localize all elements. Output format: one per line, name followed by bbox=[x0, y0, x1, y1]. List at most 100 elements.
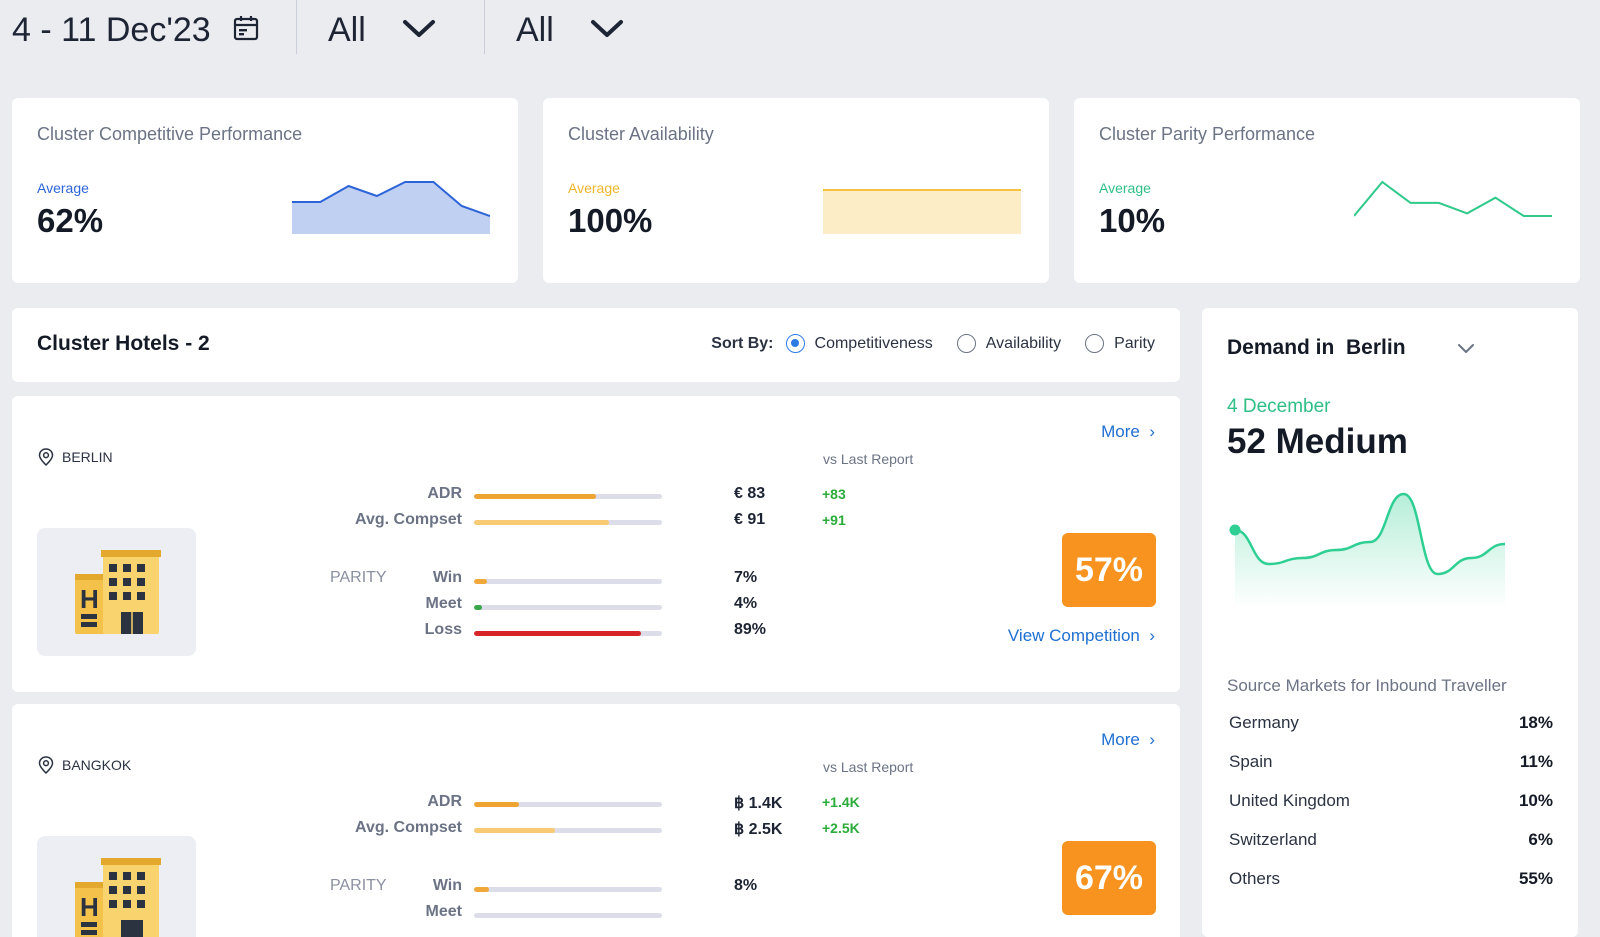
source-market-percent: 11% bbox=[1519, 752, 1553, 771]
demand-level: 52 Medium bbox=[1227, 422, 1408, 461]
sort-option-label: Parity bbox=[1114, 334, 1155, 352]
chevron-down-icon bbox=[590, 17, 624, 44]
loss-value: 89% bbox=[734, 621, 767, 638]
cluster-hotels-title: Cluster Hotels - 2 bbox=[37, 332, 210, 355]
compset-value: ฿ 2.5K bbox=[734, 821, 783, 838]
source-market-name: Spain bbox=[1229, 752, 1273, 771]
source-market-percent: 6% bbox=[1528, 830, 1553, 849]
demand-trend-chart bbox=[1229, 492, 1506, 608]
meet-value: 4% bbox=[734, 595, 758, 612]
hotel-building-icon: H bbox=[75, 550, 161, 634]
compset-bar bbox=[474, 520, 662, 525]
sort-radio-parity[interactable]: Parity bbox=[1085, 334, 1155, 353]
more-link[interactable]: More › bbox=[1101, 422, 1155, 442]
source-market-name: Germany bbox=[1229, 713, 1299, 732]
kpi-average-label: Average bbox=[568, 180, 620, 196]
hotel-image: H bbox=[37, 528, 196, 656]
compset-value: € 91 bbox=[734, 511, 766, 528]
loss-bar bbox=[474, 631, 662, 636]
hotel-card-bangkok: BANGKOK H More › vs Last Report ADR ฿ 1.… bbox=[12, 704, 1180, 937]
compset-bar-fill bbox=[474, 828, 555, 833]
compset-delta: +91 bbox=[822, 512, 846, 528]
hotel-card-berlin: BERLIN H More › vs Last Report ADR € 83 … bbox=[12, 396, 1180, 692]
adr-delta: +83 bbox=[822, 486, 846, 502]
sparkline-area bbox=[292, 182, 490, 234]
view-competition-label: View Competition bbox=[1007, 626, 1140, 645]
demand-date: 4 December bbox=[1227, 396, 1331, 417]
filter-divider bbox=[484, 0, 485, 54]
meet-bar bbox=[474, 913, 662, 918]
source-market-name: United Kingdom bbox=[1229, 791, 1350, 810]
source-market-row: United Kingdom 10% bbox=[1229, 791, 1553, 811]
hotel-location: BERLIN bbox=[38, 448, 113, 466]
sort-radio-competitiveness[interactable]: Competitiveness bbox=[785, 334, 933, 353]
calendar-icon[interactable] bbox=[233, 15, 259, 46]
demand-point-selected[interactable] bbox=[1229, 524, 1241, 536]
sort-radio-availability[interactable]: Availability bbox=[956, 334, 1062, 353]
adr-bar-fill bbox=[474, 494, 597, 499]
kpi-card-parity-performance: Cluster Parity Performance Average 10% bbox=[1074, 98, 1580, 283]
demand-panel: Demand in Berlin 4 December 52 Medium So… bbox=[1202, 308, 1578, 937]
kpi-title: Cluster Competitive Performance bbox=[37, 124, 303, 144]
chevron-right-icon: › bbox=[1149, 422, 1155, 441]
city-dropdown-chevron-icon[interactable] bbox=[1457, 342, 1475, 360]
win-bar-fill bbox=[474, 887, 490, 892]
hotel-location: BANGKOK bbox=[38, 756, 131, 774]
kpi-value: 100% bbox=[568, 202, 653, 239]
radio-unselected-icon[interactable] bbox=[1085, 334, 1105, 353]
kpi-value: 62% bbox=[37, 202, 104, 239]
kpi-sparkline bbox=[823, 189, 1021, 234]
source-markets-title: Source Markets for Inbound Traveller bbox=[1227, 676, 1507, 695]
vs-last-report-label: vs Last Report bbox=[823, 759, 914, 775]
win-value: 7% bbox=[734, 569, 758, 586]
compset-label: Avg. Compset bbox=[355, 511, 462, 528]
date-range-picker[interactable]: 4 - 11 Dec'23 bbox=[12, 0, 259, 60]
sparkline-line bbox=[292, 181, 490, 217]
hotel-location-name: BERLIN bbox=[62, 449, 113, 465]
demand-line bbox=[1234, 492, 1506, 576]
demand-area bbox=[1235, 494, 1505, 608]
parity-label: PARITY bbox=[330, 569, 387, 586]
kpi-card-availability: Cluster Availability Average 100% bbox=[543, 98, 1049, 283]
adr-value: ฿ 1.4K bbox=[734, 795, 783, 812]
meet-bar-fill bbox=[474, 605, 482, 610]
kpi-sparkline bbox=[1354, 180, 1552, 217]
kpi-card-competitive-performance: Cluster Competitive Performance Average … bbox=[12, 98, 518, 283]
radio-selected-icon[interactable] bbox=[785, 334, 805, 353]
more-label: More bbox=[1101, 730, 1140, 749]
loss-bar-fill bbox=[474, 631, 642, 636]
demand-title: Demand in Berlin bbox=[1227, 336, 1406, 359]
compset-bar-fill bbox=[474, 520, 610, 525]
parity-label: PARITY bbox=[330, 877, 387, 894]
more-link[interactable]: More › bbox=[1101, 730, 1155, 750]
adr-value: € 83 bbox=[734, 485, 766, 502]
filter-dropdown-3[interactable]: All bbox=[516, 0, 624, 60]
chevron-down-icon bbox=[402, 17, 436, 44]
compset-bar bbox=[474, 828, 662, 833]
sparkline-line bbox=[1354, 180, 1552, 217]
view-competition-link[interactable]: View Competition › bbox=[1008, 626, 1155, 646]
location-pin-icon bbox=[38, 448, 54, 466]
sort-option-label: Availability bbox=[985, 334, 1062, 352]
compset-label: Avg. Compset bbox=[355, 819, 462, 836]
filter-dropdown-3-value: All bbox=[516, 10, 554, 49]
radio-unselected-icon[interactable] bbox=[956, 334, 976, 353]
chevron-right-icon: › bbox=[1149, 730, 1155, 749]
source-market-percent: 55% bbox=[1518, 869, 1553, 888]
sort-by-group: Sort By: Competitiveness Availability Pa… bbox=[711, 334, 1155, 353]
win-label: Win bbox=[432, 569, 462, 586]
sort-by-label: Sort By: bbox=[711, 334, 774, 352]
source-market-row: Germany 18% bbox=[1229, 713, 1553, 733]
filter-bar: 4 - 11 Dec'23 All All bbox=[0, 0, 1600, 80]
hotel-score-badge: 67% bbox=[1062, 841, 1156, 915]
hotel-location-name: BANGKOK bbox=[62, 757, 132, 773]
source-market-percent: 10% bbox=[1518, 791, 1553, 810]
meet-label: Meet bbox=[425, 903, 462, 920]
filter-dropdown-2[interactable]: All bbox=[328, 0, 436, 60]
chevron-right-icon: › bbox=[1149, 626, 1155, 645]
vs-last-report-label: vs Last Report bbox=[823, 451, 914, 467]
win-bar bbox=[474, 887, 662, 892]
more-label: More bbox=[1101, 422, 1140, 441]
compset-delta: +2.5K bbox=[822, 820, 860, 836]
kpi-title: Cluster Parity Performance bbox=[1099, 124, 1316, 144]
